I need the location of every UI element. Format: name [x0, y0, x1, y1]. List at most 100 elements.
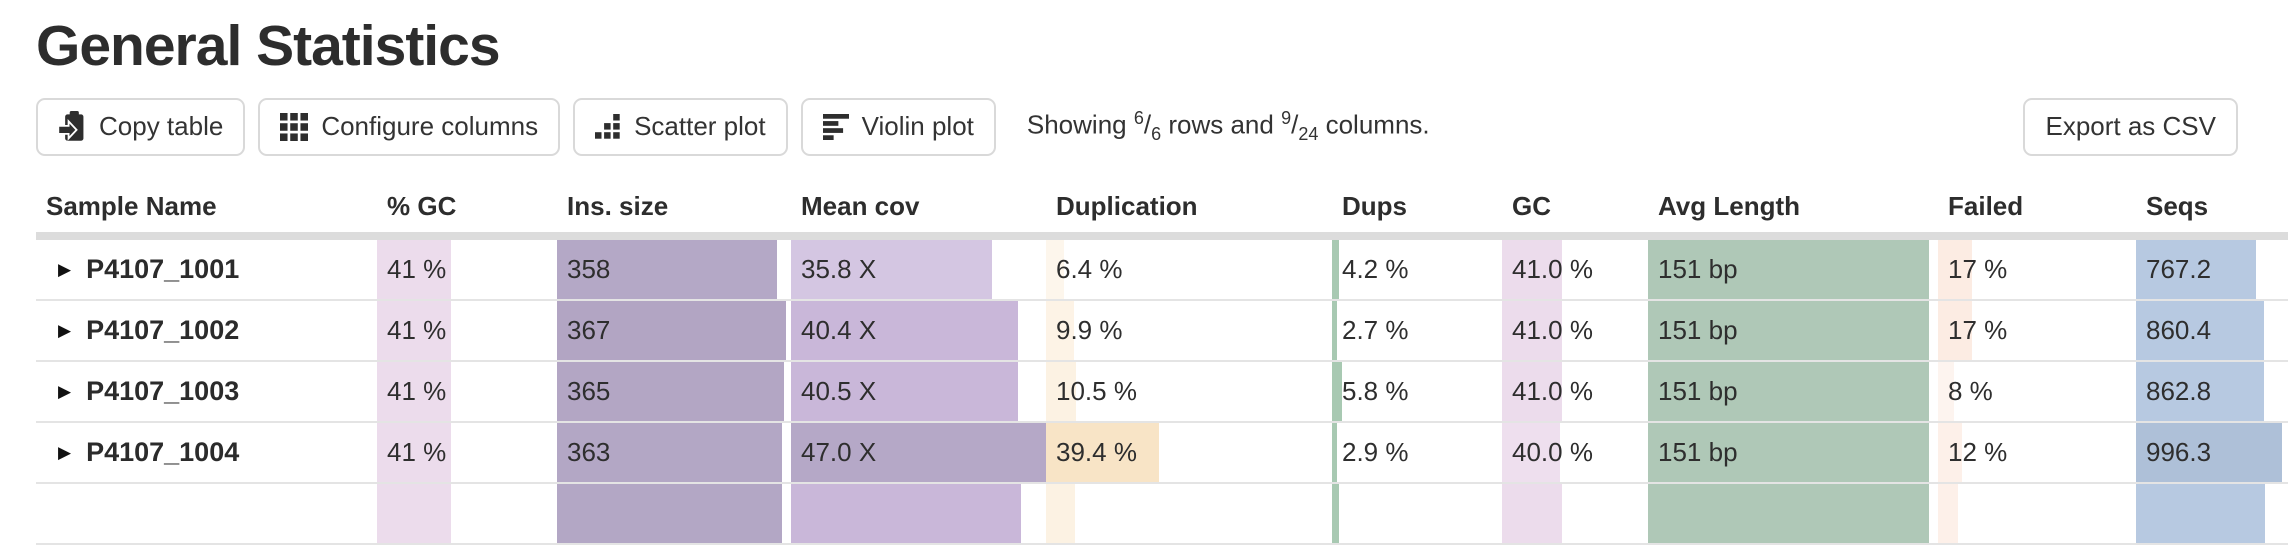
- failed-value: 17 %: [1948, 314, 2008, 345]
- sample-name: P4107_1002: [86, 314, 240, 345]
- failed-value: 12 %: [1948, 436, 2008, 467]
- ins_size-data-bar: [557, 300, 787, 360]
- avg_length-data-bar: [1648, 483, 1930, 543]
- columns-total-count: 24: [1298, 123, 1319, 144]
- configure-columns-button[interactable]: Configure columns: [258, 97, 561, 156]
- mean_cov-value: 40.5 X: [801, 375, 877, 406]
- rows-shown-count: 6: [1133, 108, 1144, 129]
- avg_length-value: 151 bp: [1658, 253, 1738, 284]
- sample-name-cell[interactable]: ▶ P4107_1001: [36, 240, 377, 299]
- dups-data-bar: [1332, 361, 1342, 421]
- avg_length-data-bar: [1648, 300, 1930, 360]
- cell-avg_length: 151 bp: [1648, 361, 1938, 421]
- cell-seqs: 860.4: [2136, 300, 2288, 360]
- gc-value: 41.0 %: [1512, 375, 1593, 406]
- sample-name: P4107_1003: [86, 375, 240, 406]
- avg_length-value: 151 bp: [1658, 436, 1738, 467]
- pct_gc-data-bar: [377, 361, 451, 421]
- cell-ins_size: [557, 483, 791, 543]
- columns-shown-count: 9: [1281, 108, 1292, 129]
- scatter-plot-label: Scatter plot: [634, 111, 766, 142]
- seqs-data-bar: [2136, 361, 2264, 421]
- cell-mean_cov: 40.4 X: [791, 300, 1046, 360]
- dups-value: 2.9 %: [1342, 436, 1409, 467]
- export-csv-button[interactable]: Export as CSV: [2023, 97, 2238, 156]
- failed-value: 8 %: [1948, 375, 1993, 406]
- seqs-data-bar: [2136, 239, 2257, 299]
- pct_gc-data-bar: [377, 422, 451, 482]
- seqs-value: 996.3: [2146, 436, 2212, 467]
- gc-data-bar: [1502, 483, 1562, 543]
- column-header-dups[interactable]: Dups: [1342, 191, 1407, 222]
- table-row: ▶ P4107_1002 41 % 367 40.4 X 9.9 % 2.7 % 41.0 %…: [36, 300, 2288, 362]
- avg_length-value: 151 bp: [1658, 314, 1738, 345]
- cell-ins_size: 363: [557, 422, 791, 482]
- table-row: ▶ P4107_1003 41 % 365 40.5 X 10.5 % 5.8 % 41.0 …: [36, 361, 2288, 423]
- column-header-pct_gc[interactable]: % GC: [387, 191, 457, 222]
- table-row: ▶ P4107_1004 41 % 363 47.0 X 39.4 % 2.9 % 40.0 …: [36, 422, 2288, 484]
- column-header-avg_length[interactable]: Avg Length: [1658, 191, 1801, 222]
- column-header-sample[interactable]: Sample Name: [46, 191, 217, 222]
- row-expand-triangle-icon[interactable]: ▶: [58, 259, 72, 279]
- column-header-seqs[interactable]: Seqs: [2146, 191, 2209, 222]
- scatter-plot-button[interactable]: Scatter plot: [573, 97, 788, 156]
- duplication-value: 6.4 %: [1056, 253, 1123, 284]
- dups-data-bar: [1332, 239, 1340, 299]
- copy-table-label: Copy table: [99, 111, 224, 142]
- failed-data-bar: [1938, 483, 1958, 543]
- table-row-clipped: [36, 483, 2288, 545]
- table-toolbar: Copy table Configure columns: [36, 97, 2252, 156]
- sample-name-cell[interactable]: ▶ P4107_1003: [36, 362, 377, 421]
- failed-data-bar: [1938, 239, 1972, 299]
- failed-data-bar: [1938, 300, 1972, 360]
- column-header-ins_size[interactable]: Ins. size: [567, 191, 669, 222]
- ins_size-value: 365: [567, 375, 611, 406]
- mean_cov-value: 47.0 X: [801, 436, 877, 467]
- violin-plot-button[interactable]: Violin plot: [800, 97, 996, 156]
- cell-dups: 4.2 %: [1332, 239, 1502, 299]
- export-csv-label: Export as CSV: [2045, 111, 2216, 142]
- avg_length-data-bar: [1648, 361, 1930, 421]
- duplication-data-bar: [1046, 361, 1077, 421]
- table-row: ▶ P4107_1001 41 % 358 35.8 X 6.4 % 4.2 % 41.0 %…: [36, 239, 2288, 301]
- cell-failed: 17 %: [1938, 300, 2136, 360]
- duplication-value: 39.4 %: [1056, 436, 1137, 467]
- cell-gc: 41.0 %: [1502, 361, 1648, 421]
- row-expand-triangle-icon[interactable]: ▶: [58, 320, 72, 340]
- gc-data-bar: [1502, 422, 1561, 482]
- seqs-value: 862.8: [2146, 375, 2212, 406]
- duplication-data-bar: [1046, 239, 1065, 299]
- gc-value: 41.0 %: [1512, 314, 1593, 345]
- column-header-gc[interactable]: GC: [1512, 191, 1551, 222]
- column-header-duplication[interactable]: Duplication: [1056, 191, 1198, 222]
- pct_gc-data-bar: [377, 239, 451, 299]
- cell-duplication: 39.4 %: [1046, 422, 1332, 482]
- column-header-mean_cov[interactable]: Mean cov: [801, 191, 920, 222]
- cell-ins_size: 358: [557, 239, 791, 299]
- seqs-value: 860.4: [2146, 314, 2212, 345]
- copy-table-button[interactable]: Copy table: [36, 97, 246, 156]
- gc-data-bar: [1502, 300, 1562, 360]
- clipboard-icon: [58, 110, 86, 143]
- avg_length-value: 151 bp: [1658, 375, 1738, 406]
- mean_cov-data-bar: [791, 361, 1018, 421]
- column-header-failed[interactable]: Failed: [1948, 191, 2024, 222]
- cell-failed: 17 %: [1938, 239, 2136, 299]
- sample-name-cell[interactable]: ▶ P4107_1004: [36, 423, 377, 482]
- row-expand-triangle-icon[interactable]: ▶: [58, 442, 72, 462]
- sample-name-cell[interactable]: [36, 484, 377, 543]
- cell-duplication: 9.9 %: [1046, 300, 1332, 360]
- dups-data-bar: [1332, 422, 1337, 482]
- row-expand-triangle-icon[interactable]: ▶: [58, 381, 72, 401]
- mean_cov-value: 35.8 X: [801, 253, 877, 284]
- failed-data-bar: [1938, 422, 1962, 482]
- cell-pct_gc: 41 %: [377, 300, 557, 360]
- cell-seqs: 767.2: [2136, 239, 2288, 299]
- ins_size-data-bar: [557, 361, 784, 421]
- seqs-data-bar: [2136, 300, 2264, 360]
- sample-name-cell[interactable]: ▶ P4107_1002: [36, 301, 377, 360]
- cell-mean_cov: [791, 483, 1046, 543]
- dups-data-bar: [1332, 300, 1337, 360]
- table-header-row: Sample Name % GC Ins. size Mean cov Duplicat…: [36, 182, 2288, 232]
- page-title: General Statistics: [36, 14, 501, 78]
